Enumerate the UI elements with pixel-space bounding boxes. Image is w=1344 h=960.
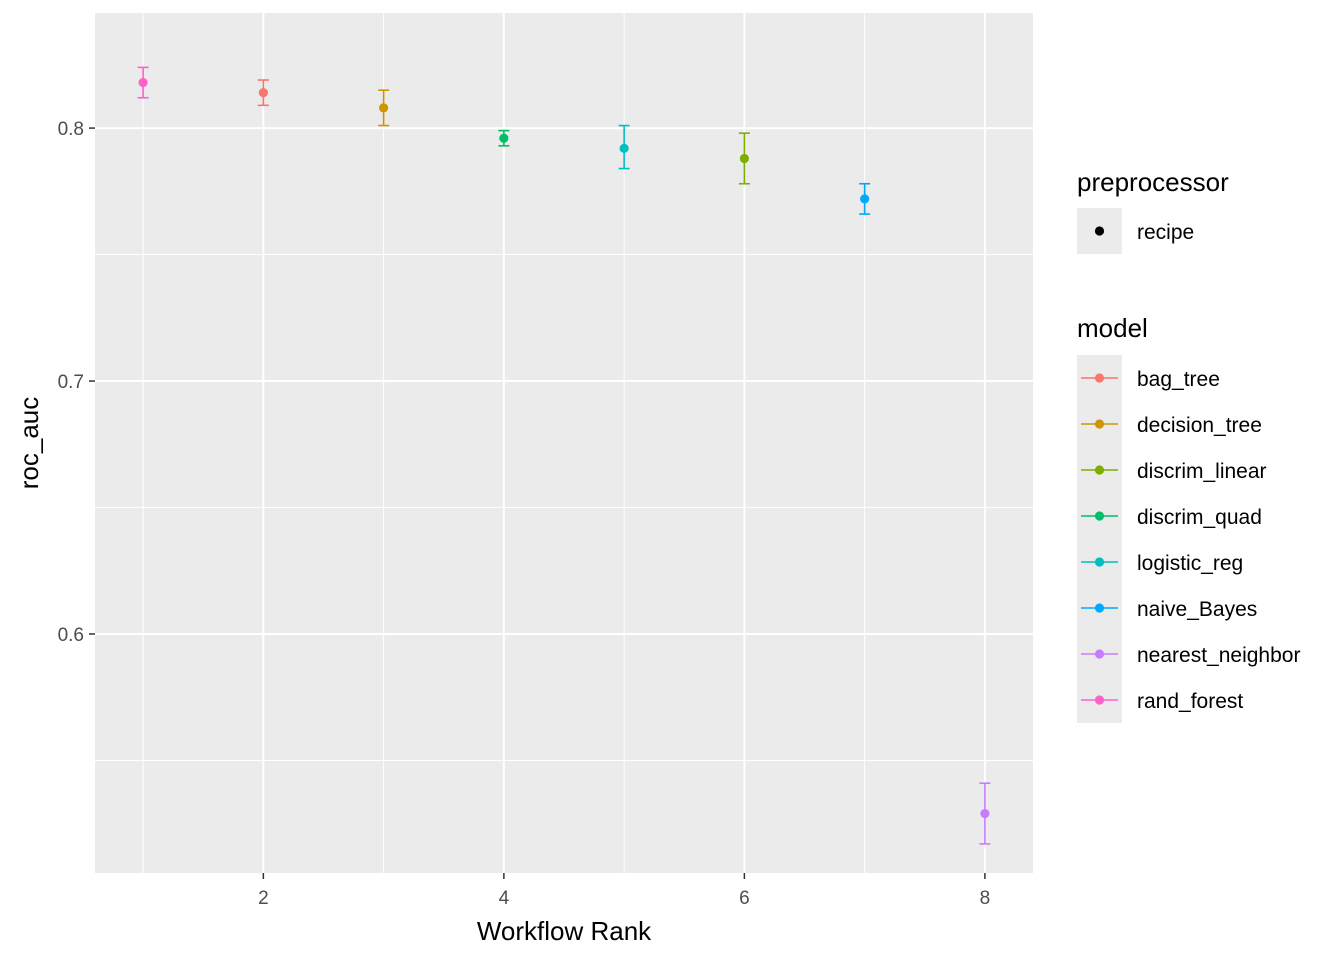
legend-label: discrim_quad — [1137, 506, 1262, 529]
data-point — [379, 103, 389, 113]
point-bag_tree — [257, 79, 269, 107]
legend-label: rand_forest — [1137, 690, 1243, 713]
chart-marks — [137, 66, 991, 845]
y-tick-label: 0.7 — [58, 372, 84, 393]
point-nearest_neighbor — [979, 782, 991, 845]
legend-label: logistic_reg — [1137, 552, 1243, 575]
data-point — [980, 808, 990, 819]
legend-area: preprocessor recipe model bag_tree decision_… — [1077, 167, 1300, 723]
legend-key-point — [1094, 373, 1105, 383]
legend-key-point — [1094, 226, 1105, 236]
point-rand_forest — [137, 66, 149, 99]
legend-preprocessor: preprocessor recipe — [1077, 167, 1229, 254]
x-axis-title: Workflow Rank — [477, 916, 652, 946]
legend-model: model bag_tree decision_tree discrim_linear… — [1077, 313, 1300, 723]
x-tick-labels: 2 4 6 8 — [258, 888, 990, 909]
axis-ticks — [89, 127, 986, 879]
legend-key-point — [1094, 557, 1105, 567]
y-tick-labels: 0.6 0.7 0.8 — [58, 119, 84, 646]
x-tick-label: 2 — [258, 888, 269, 909]
y-tick-label: 0.8 — [58, 119, 84, 140]
y-axis-title: roc_auc — [14, 397, 44, 490]
data-point — [499, 133, 509, 143]
legend-label: bag_tree — [1137, 368, 1220, 391]
legend-label: recipe — [1137, 221, 1194, 244]
data-point — [619, 143, 629, 153]
legend-label: naive_Bayes — [1137, 598, 1257, 621]
x-tick-label: 8 — [980, 888, 991, 909]
legend-label: discrim_linear — [1137, 460, 1267, 483]
legend-label: nearest_neighbor — [1137, 644, 1300, 667]
legend-key-point — [1094, 419, 1105, 429]
legend-label: decision_tree — [1137, 414, 1262, 437]
legend-key-point — [1094, 465, 1105, 475]
point-decision_tree — [378, 89, 390, 127]
data-point — [860, 194, 870, 204]
point-logistic_reg — [618, 124, 630, 170]
legend-key-point — [1094, 603, 1105, 613]
legend-title: preprocessor — [1077, 167, 1229, 197]
legend-title: model — [1077, 313, 1148, 343]
legend-key-point — [1094, 649, 1105, 659]
data-point — [138, 77, 148, 88]
grid-major — [95, 13, 1033, 873]
data-point — [258, 88, 268, 98]
plot-panel — [95, 13, 1033, 873]
legend-key-point — [1094, 695, 1105, 705]
data-point — [739, 153, 749, 164]
point-naive_Bayes — [859, 182, 871, 215]
x-tick-label: 6 — [739, 888, 750, 909]
point-discrim_linear — [738, 132, 750, 185]
legend-key-point — [1094, 511, 1105, 521]
point-discrim_quad — [498, 129, 510, 147]
y-tick-label: 0.6 — [58, 625, 84, 646]
x-tick-label: 4 — [499, 888, 510, 909]
